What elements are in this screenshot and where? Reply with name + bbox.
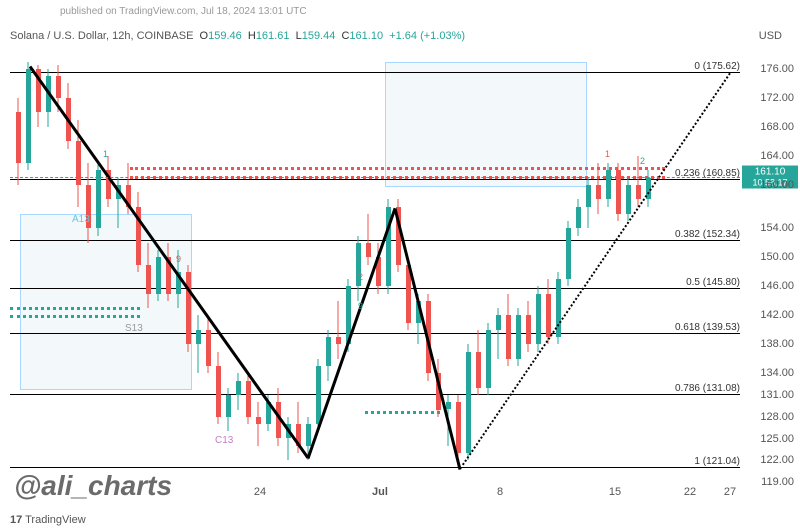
candle [515,308,522,366]
close-val: 161.10 [349,30,383,42]
fib-level [10,394,740,395]
symbol: Solana / U.S. Dollar, 12h, COINBASE [10,30,193,42]
candle [595,163,602,214]
publish-note: published on TradingView.com, Jul 18, 20… [60,6,307,17]
count-label: 1 [605,149,610,159]
x-tick: 22 [684,486,696,498]
candle [605,163,612,206]
candle [465,344,472,460]
fib-label: 1 (121.04) [694,456,740,467]
current-price-line [10,177,740,178]
c13-label: C13 [215,435,233,446]
x-tick: 8 [497,486,503,498]
x-tick: 15 [609,486,621,498]
candle [225,388,232,431]
y-tick: 146.00 [760,280,794,292]
y-axis: 119.00122.00125.00128.00131.00134.00138.… [745,58,800,482]
tradingview-logo: 17 TradingView [10,514,86,526]
x-tick: Jul [372,486,388,498]
low-val: 159.44 [302,30,336,42]
y-tick: 125.00 [760,433,794,445]
support-dots [365,411,440,416]
count-label: 2 [640,156,645,166]
candle [135,192,142,272]
pattern-line [394,208,462,470]
y-tick: 172.00 [760,92,794,104]
y-tick: 128.00 [760,411,794,423]
y-tick: 168.00 [760,121,794,133]
count-label: 9 [358,301,363,311]
s13-label: S13 [125,323,143,334]
candle [165,243,172,301]
fib-label: 0.618 (139.53) [675,322,740,333]
candle [335,301,342,359]
x-tick: 24 [254,486,266,498]
candle [155,250,162,301]
watermark: @ali_charts [14,470,172,502]
candle [625,178,632,221]
candle [575,199,582,235]
candle [495,308,502,359]
fib-label: 0.786 (131.08) [675,383,740,394]
y-tick: 154.00 [760,222,794,234]
fib-level [10,333,740,334]
candle [245,373,252,424]
fib-label: 0.382 (152.34) [675,229,740,240]
y-tick: 134.00 [760,367,794,379]
fib-level [10,72,740,73]
resistance-dots [130,167,665,172]
candle [85,163,92,243]
x-tick: 27 [724,486,736,498]
candle [25,62,32,171]
fib-level [10,467,740,468]
currency-label: USD [759,30,782,42]
y-tick: 131.00 [760,389,794,401]
y-tick: 119.00 [761,476,794,488]
high-val: 161.61 [256,30,290,42]
candle [145,243,152,308]
candle [565,221,572,286]
y-tick: 138.00 [760,338,794,350]
count-label: 9 [176,254,181,264]
y-tick: 160.00 [760,179,794,191]
count-label: 1 [103,149,108,159]
candle [15,98,22,185]
support-dots [10,307,140,312]
candle [535,286,542,351]
y-tick: 176.00 [760,63,794,75]
candle [585,178,592,229]
candle [235,373,242,409]
candle [215,352,222,424]
change-val: +1.64 (+1.03%) [389,30,465,42]
fib-label: 0 (175.62) [694,61,740,72]
candle [355,236,362,301]
candle [255,402,262,445]
fib-level [10,240,740,241]
fib-label: 0.5 (145.80) [686,277,740,288]
candle [475,330,482,395]
candle [525,301,532,352]
symbol-row: Solana / U.S. Dollar, 12h, COINBASE O159… [10,30,465,42]
candle [195,315,202,373]
open-val: 159.46 [208,30,242,42]
y-tick: 164.00 [760,150,794,162]
candle [485,323,492,395]
candle [185,265,192,352]
support-dots [10,315,140,320]
y-tick: 122.00 [760,454,794,466]
candle [95,163,102,235]
candle [615,163,622,221]
count-label: 2 [358,272,363,282]
candle [505,294,512,366]
a13-label: A13 [72,214,90,225]
candle [555,272,562,344]
y-tick: 150.00 [760,251,794,263]
candle [325,330,332,381]
chart-plot[interactable]: 0 (175.62)0.236 (160.85)0.382 (152.34)0.… [10,58,740,482]
y-tick: 142.00 [760,309,794,321]
candle [365,214,372,265]
